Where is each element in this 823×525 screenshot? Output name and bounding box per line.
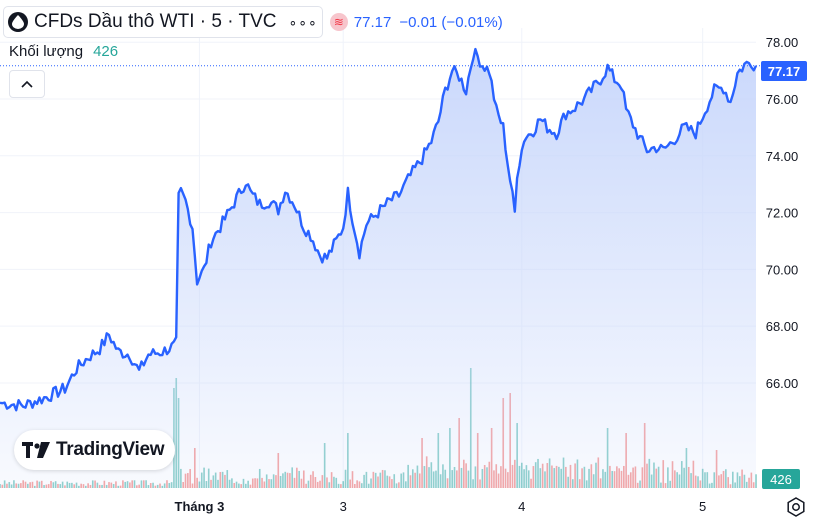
volume-label: Khối lượng	[9, 43, 84, 60]
tradingview-logo[interactable]: TradingView	[14, 430, 175, 470]
x-tick-label: Tháng 3	[175, 499, 225, 514]
x-tick-label: 5	[699, 499, 706, 514]
last-price: 77.17	[353, 13, 392, 31]
collapse-legend-button[interactable]	[9, 70, 45, 98]
more-options-icon[interactable]: ∘∘∘	[288, 13, 318, 30]
oil-drop-icon	[8, 12, 28, 32]
y-tick-label: 68.00	[766, 319, 799, 334]
settings-gear-icon[interactable]	[785, 496, 807, 518]
price-change: −0.01 (−0.01%)	[399, 13, 503, 31]
last-price-axis-tag: 77.17	[761, 61, 807, 81]
symbol-title-box[interactable]: CFDs Dầu thô WTI · 5 · TVC ∘∘∘	[4, 7, 322, 37]
y-tick-label: 74.00	[766, 149, 799, 164]
y-tick-label: 76.00	[766, 92, 799, 107]
tradingview-logo-text: TradingView	[56, 439, 165, 460]
y-tick-label: 72.00	[766, 206, 799, 221]
x-tick-label: 4	[518, 499, 525, 514]
y-tick-label: 78.00	[766, 35, 799, 50]
x-tick-label: 3	[340, 499, 347, 514]
wave-icon: ≋	[329, 13, 348, 31]
y-tick-label: 70.00	[766, 262, 799, 277]
price-area	[0, 49, 756, 488]
y-tick-label: 66.00	[766, 376, 799, 391]
tradingview-logo-icon	[22, 442, 50, 458]
symbol-title: CFDs Dầu thô WTI · 5 · TVC	[34, 11, 277, 32]
chevron-up-icon	[21, 80, 33, 88]
volume-axis-tag: 426	[762, 469, 800, 489]
price-line	[0, 47, 758, 412]
volume-legend: Khối lượng 426	[9, 43, 118, 60]
chart-legend: CFDs Dầu thô WTI · 5 · TVC ∘∘∘ ≋ 77.17 −…	[4, 6, 503, 38]
volume-value: 426	[93, 43, 119, 60]
